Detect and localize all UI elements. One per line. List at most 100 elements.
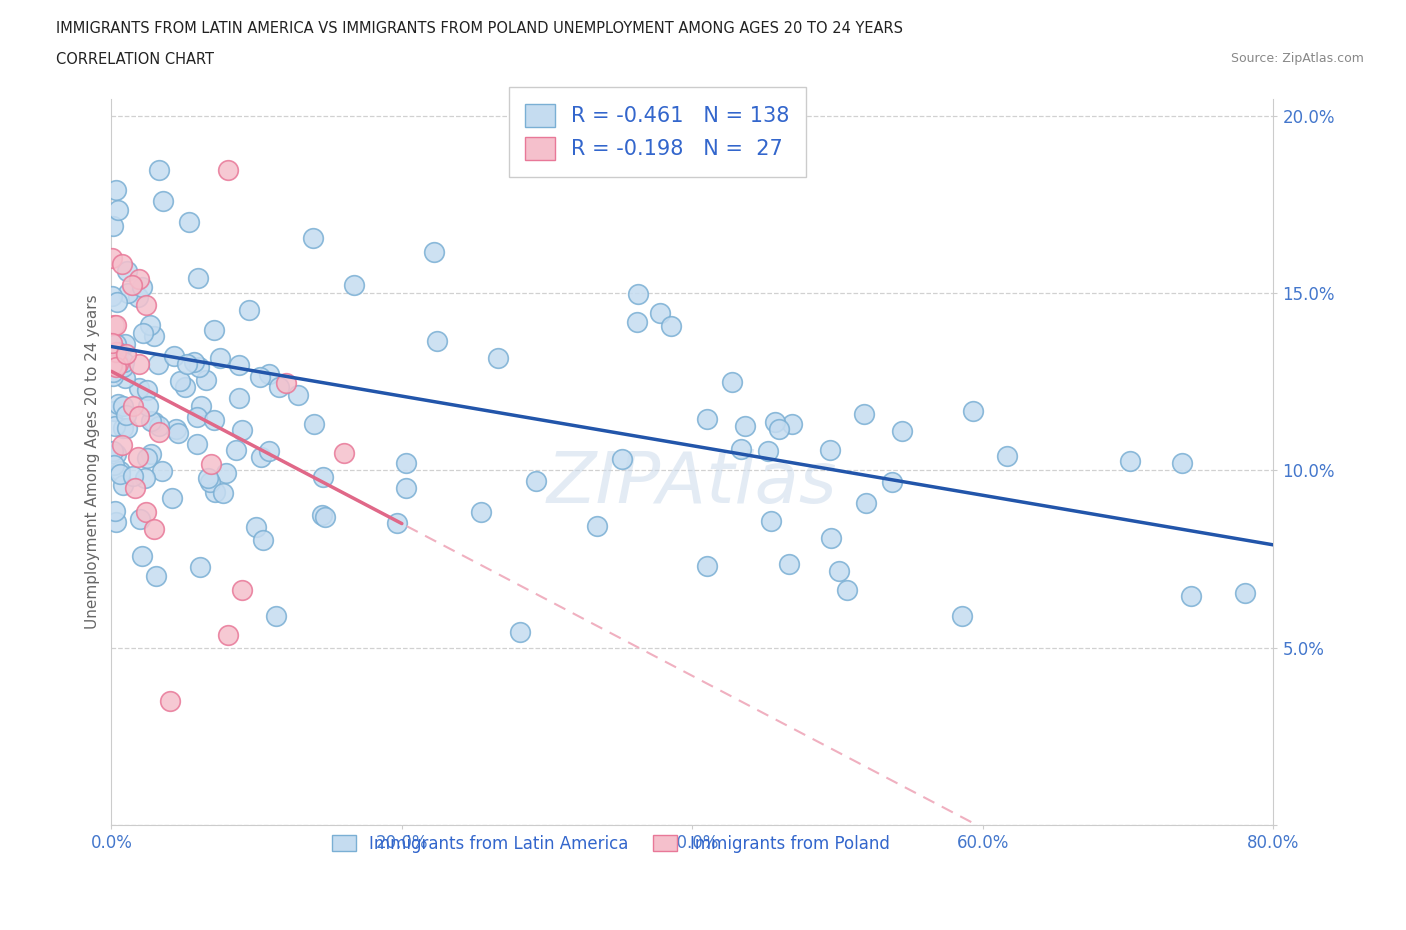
Point <box>257 366 280 381</box>
Point <box>148 163 170 178</box>
Point <box>259 444 281 458</box>
Point <box>110 467 132 482</box>
Point <box>115 263 138 278</box>
Point <box>135 504 157 519</box>
Point <box>173 379 195 394</box>
Point <box>962 404 984 418</box>
Point <box>820 530 842 545</box>
Point <box>768 422 790 437</box>
Point <box>188 559 211 574</box>
Point <box>187 271 209 286</box>
Point <box>143 329 166 344</box>
Point <box>231 422 253 437</box>
Point <box>215 465 238 480</box>
Point <box>231 583 253 598</box>
Point <box>217 628 239 643</box>
Point <box>761 513 783 528</box>
Point <box>100 336 122 351</box>
Point <box>183 354 205 369</box>
Point <box>103 458 125 472</box>
Point <box>101 289 124 304</box>
Point <box>395 480 418 495</box>
Point <box>107 345 129 360</box>
Point <box>101 369 124 384</box>
Point <box>135 382 157 397</box>
Point <box>301 230 323 245</box>
Point <box>107 356 129 371</box>
Point <box>264 608 287 623</box>
Point <box>135 298 157 312</box>
Point <box>115 347 138 362</box>
Point <box>104 503 127 518</box>
Point <box>190 398 212 413</box>
Point <box>111 360 134 375</box>
Point <box>104 183 127 198</box>
Point <box>648 306 671 321</box>
Point <box>1180 589 1202 604</box>
Point <box>112 354 135 369</box>
Point <box>228 391 250 405</box>
Point <box>146 356 169 371</box>
Point <box>426 334 449 349</box>
Point <box>104 317 127 332</box>
Point <box>208 351 231 365</box>
Point <box>114 371 136 386</box>
Point <box>107 396 129 411</box>
Point <box>141 414 163 429</box>
Point <box>734 418 756 433</box>
Point <box>131 549 153 564</box>
Point <box>1171 456 1194 471</box>
Point <box>1118 454 1140 469</box>
Point <box>995 449 1018 464</box>
Point <box>136 399 159 414</box>
Point <box>122 469 145 484</box>
Point <box>131 326 153 340</box>
Point <box>139 446 162 461</box>
Point <box>586 518 609 533</box>
Point <box>423 245 446 259</box>
Point <box>250 449 273 464</box>
Point <box>103 404 125 418</box>
Point <box>470 505 492 520</box>
Point <box>104 447 127 462</box>
Point <box>101 444 124 458</box>
Point <box>756 444 779 458</box>
Point <box>117 420 139 435</box>
Point <box>110 464 132 479</box>
Point <box>200 474 222 489</box>
Point <box>204 485 226 500</box>
Point <box>197 471 219 485</box>
Point <box>524 473 547 488</box>
Point <box>188 360 211 375</box>
Point <box>950 608 973 623</box>
Point <box>101 250 124 265</box>
Point <box>721 374 744 389</box>
Point <box>612 451 634 466</box>
Point <box>217 162 239 177</box>
Point <box>127 290 149 305</box>
Point <box>269 379 291 394</box>
Y-axis label: Unemployment Among Ages 20 to 24 years: Unemployment Among Ages 20 to 24 years <box>86 294 100 629</box>
Point <box>177 215 200 230</box>
Point <box>730 442 752 457</box>
Point <box>111 256 134 271</box>
Point <box>212 485 235 500</box>
Point <box>143 415 166 430</box>
Point <box>165 421 187 436</box>
Point <box>228 357 250 372</box>
Point <box>853 407 876 422</box>
Point <box>659 318 682 333</box>
Point <box>395 456 418 471</box>
Point <box>486 351 509 365</box>
Point <box>778 556 800 571</box>
Point <box>136 450 159 465</box>
Text: ZIPAtlas: ZIPAtlas <box>547 449 838 518</box>
Point <box>891 423 914 438</box>
Point <box>145 569 167 584</box>
Point <box>238 302 260 317</box>
Point <box>121 277 143 292</box>
Text: IMMIGRANTS FROM LATIN AMERICA VS IMMIGRANTS FROM POLAND UNEMPLOYMENT AMONG AGES : IMMIGRANTS FROM LATIN AMERICA VS IMMIGRA… <box>56 21 903 36</box>
Point <box>780 417 803 432</box>
Point <box>122 399 145 414</box>
Point <box>129 512 152 526</box>
